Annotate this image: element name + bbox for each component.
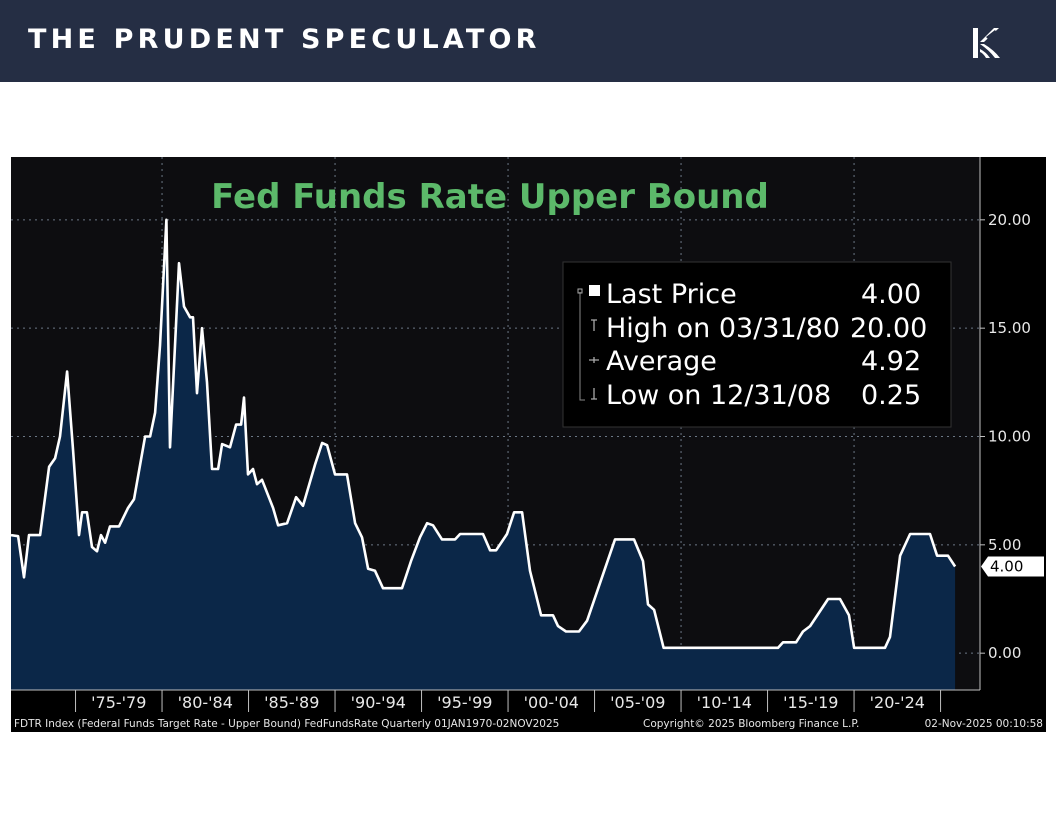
legend-marker-low [591, 388, 597, 400]
footer-copyright: Copyright© 2025 Bloomberg Finance L.P. [643, 718, 859, 730]
last-value-marker [981, 556, 1044, 577]
brand-title: THE PRUDENT SPECULATOR [28, 24, 541, 55]
x-tick-label: '15-'19 [783, 693, 838, 712]
y-tick-label: 15.00 [988, 319, 1031, 337]
legend-label-last: Last Price [606, 279, 737, 310]
footer-timestamp: 02-Nov-2025 00:10:58 [925, 718, 1043, 730]
legend-swatch-last [589, 285, 600, 296]
x-tick-label: '80-'84 [178, 693, 233, 712]
last-value-tag: 4.00 [981, 556, 1044, 577]
legend-value-high: 20.00 [850, 313, 927, 344]
y-tick-label: 0.00 [988, 644, 1021, 662]
y-tick-label: 20.00 [988, 211, 1031, 229]
legend-label-high: High on 03/31/80 [606, 313, 840, 344]
last-value-label: 4.00 [990, 558, 1023, 576]
x-tick-label: '95-'99 [437, 693, 492, 712]
x-tick-label: '05-'09 [610, 693, 665, 712]
y-tick-label: 10.00 [988, 428, 1031, 446]
legend-bracket [579, 292, 585, 401]
series-line [10, 218, 957, 650]
x-tick-label: '00-'04 [524, 693, 579, 712]
legend-marker-high [591, 319, 597, 331]
x-tick-label: '75-'79 [91, 693, 146, 712]
legend-marker-average [589, 357, 599, 363]
legend-value-last: 4.00 [861, 279, 921, 310]
legend-box [562, 261, 952, 428]
legend-label-low: Low on 12/31/08 [606, 380, 831, 411]
x-tick-label: '10-'14 [697, 693, 752, 712]
x-tick-label: '90-'94 [351, 693, 406, 712]
footer-source: FDTR Index (Federal Funds Target Rate - … [14, 718, 559, 730]
header-bar: THE PRUDENT SPECULATOR [0, 0, 1056, 82]
legend-label-average: Average [606, 346, 717, 377]
legend-marker-last [577, 288, 583, 294]
y-ticks: 0.00 5.00 10.00 15.00 20.00 [980, 211, 1031, 662]
legend: Last Price 4.00 High on 03/31/80 20.00 A… [562, 261, 952, 428]
y-tick-label: 5.00 [988, 536, 1021, 554]
legend-value-low: 0.25 [861, 380, 921, 411]
x-tick-label: '20-'24 [870, 693, 925, 712]
chart-title: Fed Funds Rate Upper Bound [211, 177, 769, 217]
x-ticks: '75-'79 '80-'84 '85-'89 '90-'94 '95-'99 '00-'… [75, 690, 942, 712]
kovitz-k-logo-icon [973, 28, 1000, 58]
x-tick-label: '85-'89 [264, 693, 319, 712]
series-area-fill [11, 219, 956, 691]
legend-value-average: 4.92 [861, 346, 921, 377]
